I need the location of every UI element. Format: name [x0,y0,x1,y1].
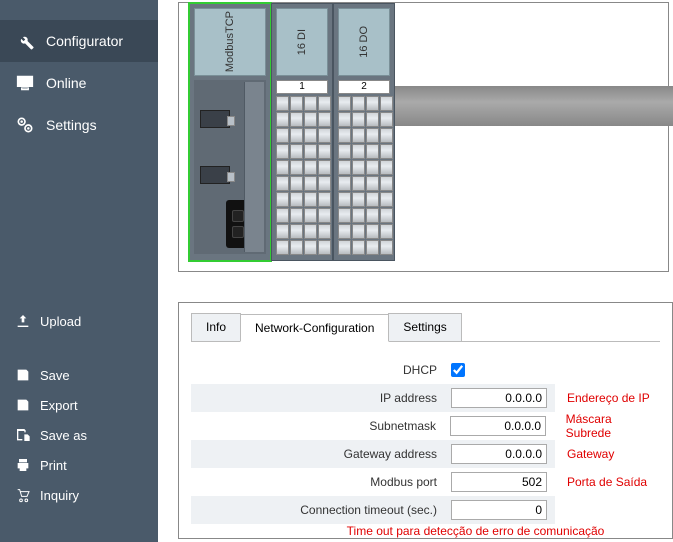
action-save[interactable]: Save [0,360,158,390]
module-head: 16 DO [338,8,390,76]
module-divider [244,82,264,252]
slot-number: 1 [276,80,328,94]
action-inquiry[interactable]: Inquiry [0,480,158,510]
note-port: Porta de Saída [555,475,647,489]
terminal-grid [338,96,390,255]
cart-icon [14,486,32,504]
gears-icon [14,114,36,136]
ethernet-port [200,110,230,128]
action-label: Save as [40,428,87,443]
upload-icon [14,312,32,330]
device-panel: ModbusTCP 16 DI 1 16 [178,2,669,272]
rack: ModbusTCP 16 DI 1 16 [189,3,658,261]
saveas-icon [14,426,32,444]
label-subnet: Subnetmask [191,412,450,440]
tabs: Info Network-Configuration Settings [191,313,660,342]
action-export[interactable]: Export [0,390,158,420]
wrench-icon [14,30,36,52]
label-timeout: Connection timeout (sec.) [191,496,451,524]
input-ip[interactable] [451,388,547,408]
input-subnet[interactable] [450,416,546,436]
input-dhcp[interactable] [451,363,465,377]
label-ip: IP address [191,384,451,412]
action-saveas[interactable]: Save as [0,420,158,450]
main-area: ModbusTCP 16 DI 1 16 [158,0,673,542]
module-16di[interactable]: 16 DI 1 [271,3,333,261]
action-print[interactable]: Print [0,450,158,480]
input-port[interactable] [451,472,547,492]
sidebar-item-settings[interactable]: Settings [0,104,158,146]
module-head: ModbusTCP [194,8,266,76]
sidebar-label: Settings [46,117,97,133]
action-upload[interactable]: Upload [0,306,158,336]
monitor-icon [14,72,36,94]
note-ip: Endereço de IP [555,391,650,405]
sidebar: Configurator Online Settings Upload Save… [0,0,158,542]
module-body [194,80,266,254]
tab-settings[interactable]: Settings [388,313,461,341]
input-gateway[interactable] [451,444,547,464]
network-form: DHCP IP address Endereço de IP Subnetmas… [191,342,660,538]
sidebar-label: Configurator [46,33,123,49]
note-gateway: Gateway [555,447,614,461]
sidebar-item-online[interactable]: Online [0,62,158,104]
sidebar-label: Online [46,75,86,91]
action-label: Upload [40,314,81,329]
action-label: Save [40,368,70,383]
slot-number: 2 [338,80,390,94]
label-dhcp: DHCP [191,356,451,384]
action-label: Inquiry [40,488,79,503]
note-subnet: Máscara Subrede [554,412,660,440]
module-16do[interactable]: 16 DO 2 [333,3,395,261]
module-head: 16 DI [276,8,328,76]
module-modbus[interactable]: ModbusTCP [189,3,271,261]
action-label: Print [40,458,67,473]
config-panel: Info Network-Configuration Settings DHCP… [178,302,673,539]
export-icon [14,396,32,414]
print-icon [14,456,32,474]
save-icon [14,366,32,384]
action-label: Export [40,398,78,413]
ethernet-port [200,166,230,184]
input-timeout[interactable] [451,500,547,520]
note-timeout: Time out para detecção de erro de comuni… [191,524,660,538]
tab-network[interactable]: Network-Configuration [240,314,389,342]
tab-info[interactable]: Info [191,313,241,341]
sidebar-item-configurator[interactable]: Configurator [0,20,158,62]
label-port: Modbus port [191,468,451,496]
label-gateway: Gateway address [191,440,451,468]
terminal-grid [276,96,328,255]
